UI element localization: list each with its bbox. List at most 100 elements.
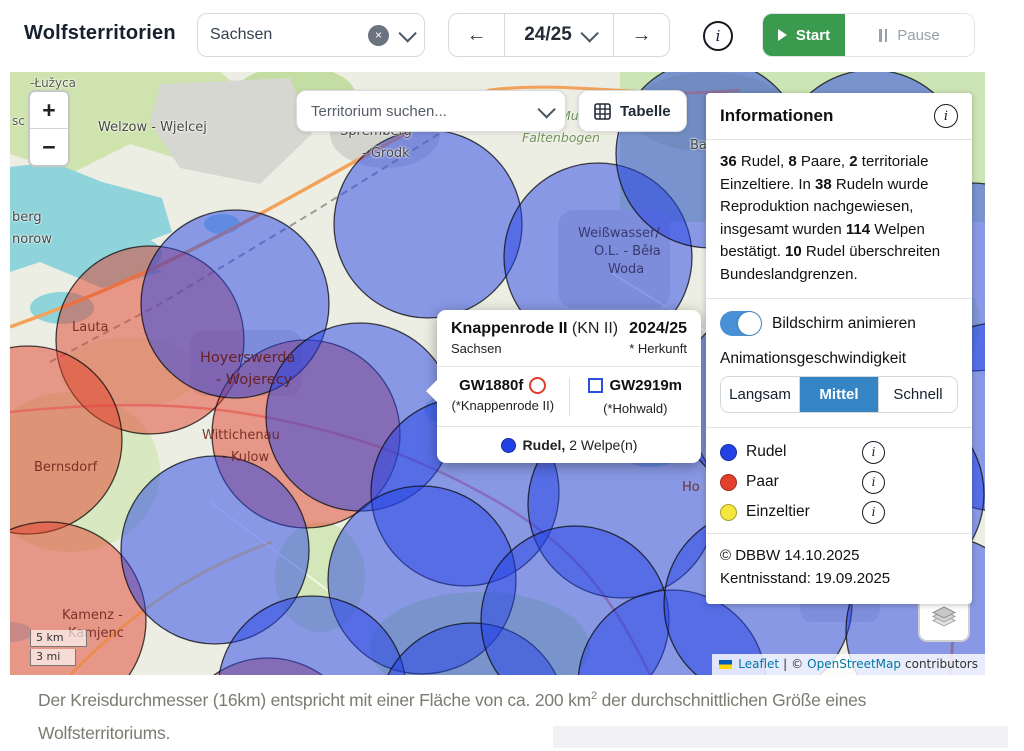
territory-search-placeholder: Territorium suchen...	[311, 102, 447, 120]
pause-button-label: Pause	[897, 26, 940, 44]
animate-toggle-label: Bildschirm animieren	[772, 314, 916, 332]
summary-number: 114	[845, 220, 871, 238]
caption-text-2: der durchschnittlichen Größe eines Wolfs…	[38, 690, 867, 744]
prev-year-button[interactable]: ←	[466, 23, 487, 46]
summary-text: territoriale Einzeltiere. In	[720, 153, 929, 193]
summary-text: Rudeln wurde Reproduktion nachgewiesen, …	[720, 175, 929, 238]
layers-icon	[931, 606, 957, 627]
table-button-label: Tabelle	[620, 102, 671, 120]
popup-male-column: GW2919m (*Hohwald)	[568, 377, 702, 416]
territory-circle-rudel[interactable]	[333, 129, 523, 319]
legend-info-icon[interactable]: i	[862, 500, 885, 524]
statistics-summary: 36 Rudel, 8 Paare, 2 territoriale Einzel…	[720, 151, 958, 286]
scale-mi: 3 mi	[30, 649, 76, 666]
speed-option-mittel[interactable]: Mittel	[799, 377, 878, 412]
summary-number: 8	[788, 153, 797, 170]
attribution-suffix: contributors	[905, 657, 978, 671]
male-wolf-id: GW2919m	[609, 377, 683, 394]
summary-number: 2	[849, 153, 858, 170]
start-button[interactable]: Start	[763, 14, 845, 56]
copyright-line: © DBBW 14.10.2025	[720, 547, 860, 564]
region-select-value: Sachsen	[210, 26, 273, 43]
summary-text: Welpen bestätigt.	[720, 220, 925, 261]
popup-pointer	[426, 380, 437, 402]
map-attribution: Leaflet | © OpenStreetMap contributors	[712, 654, 985, 675]
play-icon	[777, 29, 787, 41]
next-year-button[interactable]: →	[631, 23, 652, 46]
summary-number: 10	[785, 243, 802, 260]
female-wolf-id: GW1880f	[459, 377, 524, 394]
ukraine-flag-icon	[719, 659, 733, 669]
page-title: Wolfsterritorien	[24, 22, 176, 44]
panel-info-icon[interactable]: i	[934, 104, 958, 128]
legend-info-icon[interactable]: i	[862, 470, 885, 494]
chevron-down-icon	[580, 23, 599, 43]
territory-search-select[interactable]: Territorium suchen...	[296, 90, 566, 132]
toggle-knob	[738, 312, 761, 335]
chevron-down-icon	[537, 99, 556, 119]
year-navigator: ← 24/25 →	[448, 13, 670, 57]
start-button-label: Start	[795, 26, 831, 44]
popup-female-column: GW1880f (*Knappenrode II)	[437, 377, 569, 416]
panel-title: Informationen	[720, 106, 834, 125]
speed-option-schnell[interactable]: Schnell	[878, 377, 957, 412]
region-select[interactable]: Sachsen ×	[197, 13, 425, 57]
map-legend: Rudel i Paar i Einzeltier i	[706, 428, 972, 533]
territory-circle-rudel[interactable]	[120, 455, 310, 645]
next-section-edge	[553, 726, 1008, 748]
speed-option-langsam[interactable]: Langsam	[721, 377, 799, 412]
attribution-separator: |	[783, 657, 788, 671]
rudel-dot-icon	[500, 437, 516, 453]
attribution-copy: ©	[791, 657, 804, 671]
male-marker-icon	[588, 378, 604, 393]
territory-popup: Knappenrode II (KN II) 2024/25 Sachsen *…	[426, 310, 702, 463]
year-select-value: 24/25	[524, 24, 572, 45]
popup-region: Sachsen	[451, 341, 502, 356]
map-scale-control: 5 km 3 mi	[30, 630, 87, 666]
legend-row-rudel: Rudel i	[720, 437, 958, 467]
table-icon	[594, 102, 611, 120]
legend-row-einzeltier: Einzeltier i	[720, 497, 958, 527]
summary-number: 36	[720, 153, 737, 170]
scale-km: 5 km	[30, 630, 87, 647]
figure-caption: Der Kreisdurchmesser (16km) entspricht m…	[38, 684, 958, 751]
map-zoom-control: + −	[28, 90, 70, 167]
rudel-dot-icon	[720, 443, 737, 461]
summary-text: Paare,	[796, 153, 850, 170]
leaflet-link[interactable]: Leaflet	[738, 657, 780, 671]
animate-toggle[interactable]	[720, 311, 762, 336]
pause-button[interactable]: Pause	[845, 14, 974, 56]
clear-region-icon[interactable]: ×	[368, 24, 389, 46]
male-origin: (*Hohwald)	[603, 401, 668, 416]
knowledge-date-line: Kentnisstand: 19.09.2025	[720, 570, 891, 588]
table-button[interactable]: Tabelle	[578, 90, 687, 132]
popup-origin-note: * Herkunft	[629, 341, 687, 356]
territory-circle-rudel[interactable]	[140, 209, 330, 399]
year-select[interactable]: 24/25	[504, 14, 614, 56]
speed-segmented-control: Langsam Mittel Schnell	[720, 376, 958, 413]
female-marker-icon	[529, 377, 547, 394]
zoom-out-button[interactable]: −	[42, 133, 56, 160]
legend-row-paar: Paar i	[720, 467, 958, 497]
popup-status-detail: 2 Welpe(n)	[565, 437, 638, 453]
legend-label: Einzeltier	[746, 503, 810, 520]
animation-controls: Start Pause	[762, 13, 975, 57]
territory-circle-rudel[interactable]	[218, 595, 406, 675]
popup-title-code: (KN II)	[567, 320, 619, 337]
legend-info-icon[interactable]: i	[862, 440, 885, 464]
speed-label: Animationsgeschwindigkeit	[720, 350, 907, 367]
summary-number: 38	[815, 175, 832, 193]
zoom-in-button[interactable]: +	[30, 92, 68, 129]
summary-text: Rudel überschreiten Bundeslandgrenzen.	[720, 243, 941, 283]
legend-label: Rudel	[746, 443, 787, 460]
header-info-icon[interactable]: i	[703, 21, 733, 51]
popup-title: Knappenrode II	[451, 320, 568, 337]
einzeltier-dot-icon	[720, 503, 737, 521]
caption-superscript: 2	[591, 690, 597, 703]
osm-link[interactable]: OpenStreetMap	[807, 657, 902, 671]
popup-year: 2024/25	[629, 320, 687, 337]
female-origin: (*Knappenrode II)	[451, 398, 555, 413]
popup-status: Rudel,	[522, 437, 566, 453]
pause-icon	[879, 28, 888, 42]
